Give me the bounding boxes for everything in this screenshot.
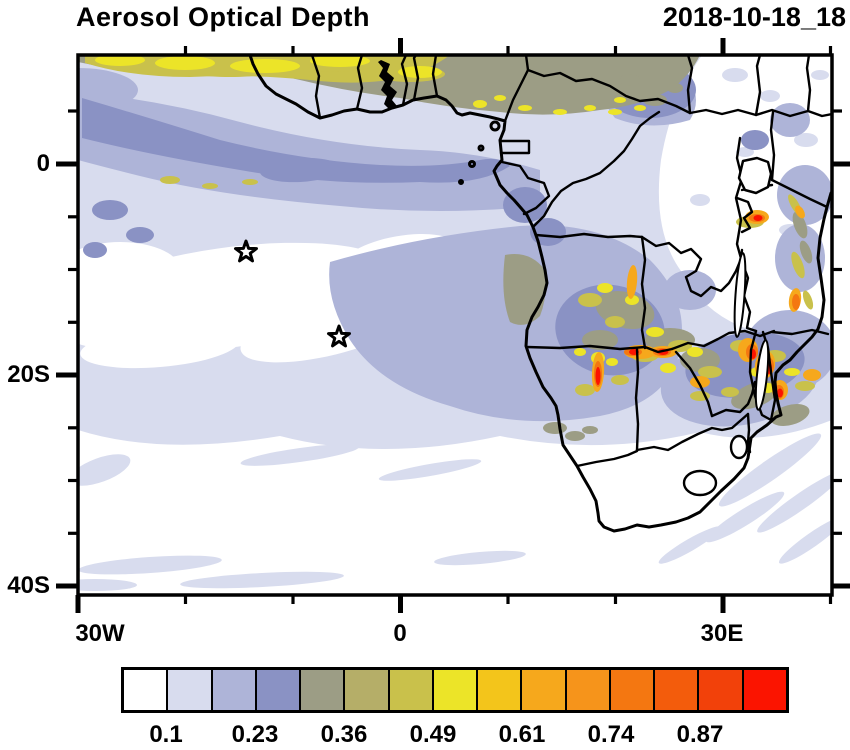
chart-title: Aerosol Optical Depth <box>76 2 371 32</box>
colorbar-label-3: 0.36 <box>320 721 368 748</box>
colorbar-cell <box>743 670 786 710</box>
colorbar-label-1: 0.1 <box>149 721 183 748</box>
y-tick-label-0: 0 <box>36 150 50 177</box>
colorbar-cell <box>655 670 700 710</box>
colorbar-cell <box>168 670 213 710</box>
colorbar-cell <box>212 670 257 710</box>
colorbar-cell <box>433 670 479 710</box>
colorbar-label-6: 0.74 <box>587 721 635 748</box>
colorbar-label-4: 0.49 <box>409 721 457 748</box>
lake-volta <box>378 60 397 110</box>
colorbar-cell <box>478 670 523 710</box>
coastline <box>248 55 832 533</box>
y-tick-label-40s: 40S <box>7 572 50 599</box>
colorbar-cell <box>389 670 434 710</box>
colorbar-cell <box>124 670 169 710</box>
x-tick-label-30e: 30E <box>700 620 744 647</box>
x-tick-label-30w: 30W <box>75 620 125 647</box>
colorbar-label-2: 0.23 <box>231 721 279 748</box>
x-tick-label-0: 0 <box>393 620 407 647</box>
timestamp-label: 2018-10-18_18 <box>662 2 846 32</box>
colorbar-label-5: 0.61 <box>498 721 546 748</box>
lake-victoria <box>737 156 773 195</box>
star-marker-2 <box>327 324 351 348</box>
lake-tanganyika <box>733 252 747 338</box>
colorbar-cell <box>610 670 656 710</box>
aod-field <box>78 55 832 595</box>
colorbar-cell <box>301 670 346 710</box>
star-markers <box>234 239 351 348</box>
colorbar-label-7: 0.87 <box>676 721 724 748</box>
colorbar-cell <box>256 670 302 710</box>
plot-frame <box>56 38 850 613</box>
lake-malawi <box>754 339 770 411</box>
y-tick-label-20s: 20S <box>7 361 50 388</box>
colorbar-cell <box>345 670 390 710</box>
colorbar-cell <box>566 670 611 710</box>
colorbar-cell <box>699 670 744 710</box>
lakes <box>378 60 773 411</box>
star-marker-1 <box>234 239 258 263</box>
colorbar-cells <box>121 667 789 713</box>
country-borders <box>310 55 832 497</box>
colorbar-cell <box>522 670 567 710</box>
